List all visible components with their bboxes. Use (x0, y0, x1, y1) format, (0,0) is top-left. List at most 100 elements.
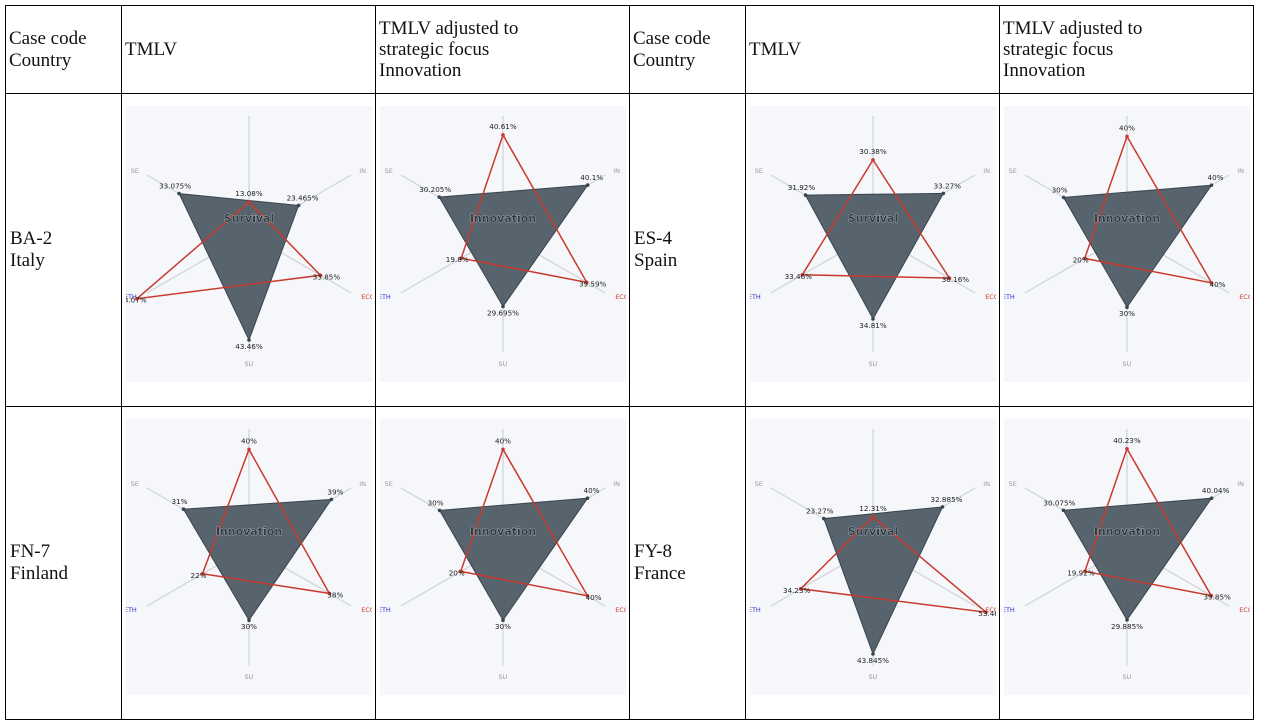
radar-axis-label: ECO (985, 293, 996, 301)
radar-point (247, 618, 251, 622)
radar-area-in-su-se (438, 497, 589, 622)
radar-axis-label: ETH (1004, 293, 1015, 301)
results-table: Case code Country TMLV TMLV adjusted to st… (5, 5, 1254, 720)
radar-value-label: 12.31% (859, 504, 887, 513)
radar-point (501, 618, 505, 622)
radar-outline-emo-eco-eth (1083, 134, 1213, 284)
radar-axis-label: IN (983, 167, 990, 175)
radar-point (941, 191, 946, 196)
radar-axis-label: ECO (615, 606, 626, 614)
radar-value-label: 30% (495, 622, 511, 631)
radar-point (822, 516, 826, 521)
radar-value-label: 22% (191, 571, 207, 580)
radar-value-label: 40% (584, 486, 600, 495)
radar-axis-label: IN (359, 167, 366, 175)
adjusted-cell: EMO IN ECO SU ETH SE Innovation 40.61% 40.1% 39.5… (375, 93, 630, 407)
radar-center-label: Survival (224, 212, 274, 225)
radar-axis-label: ETH (126, 293, 137, 301)
radar-chart: EMO IN ECO SU ETH SE Innovation 40% 39% 38% 30% 22%… (126, 419, 372, 681)
case-code: FN-7 (10, 541, 51, 562)
radar-chart: EMO IN ECO SU ETH SE Innovation 40% 40% 40% 30% 20%… (380, 419, 626, 681)
radar-axis-label: SU (499, 673, 508, 681)
radar-axis-label: SE (131, 167, 139, 175)
radar-center-label: Innovation (216, 525, 282, 538)
radar-value-label: 19.8% (446, 255, 469, 264)
radar-axis-label: ECO (985, 606, 996, 614)
radar-axis-label: ETH (750, 606, 761, 614)
header-line: TMLV adjusted to (379, 18, 519, 39)
radar-point (940, 505, 945, 509)
radar-axis-label: SU (869, 360, 878, 368)
radar-chart: EMO IN ECO SU ETH SE Survival 13.08% 23.465% 33.8… (126, 106, 372, 368)
radar-value-label: 38% (327, 590, 343, 599)
radar-area-in-su-se (804, 192, 945, 320)
radar-axis-label: SE (1009, 480, 1017, 488)
header-line: TMLV adjusted to (1003, 18, 1143, 39)
radar-axis-label: SU (499, 360, 508, 368)
radar-point (437, 195, 441, 199)
radar-axis-label: SE (385, 480, 393, 488)
radar-axis-label: EMO (1120, 419, 1135, 421)
radar-value-label: 20% (1073, 255, 1089, 264)
radar-value-label: 43.845% (857, 656, 889, 665)
case-code: FY-8 (634, 541, 673, 562)
radar-point (177, 191, 181, 196)
case-country: Spain (634, 250, 678, 271)
adjusted-cell: EMO IN ECO SU ETH SE Innovation 40% 40% 40% 30% 20%… (999, 93, 1254, 407)
radar-value-label: 40% (586, 593, 602, 602)
radar-axis-label: SE (755, 167, 763, 175)
tmlv-cell: EMO IN ECO SU ETH SE Survival 30.38% 33.27% 36.16… (745, 93, 1000, 407)
radar-axis-label: IN (613, 480, 620, 488)
radar-point (459, 256, 463, 260)
radar-axis-label: EMO (496, 106, 511, 108)
radar-axis-label: ETH (380, 293, 391, 301)
radar-axis-label: ETH (1004, 606, 1015, 614)
radar-value-label: 30% (1052, 185, 1068, 194)
adjusted-cell: EMO IN ECO SU ETH SE Innovation 40% 40% 40% 30% 20%… (375, 406, 630, 720)
header-line: TMLV (749, 38, 802, 60)
radar-point (871, 317, 875, 321)
radar-value-label: 30% (428, 498, 444, 507)
radar-center-label: Innovation (470, 525, 536, 538)
radar-value-label: 53.46% (978, 609, 996, 618)
radar-axis-label: IN (613, 167, 620, 175)
header-line: Innovation (379, 60, 462, 81)
radar-value-label: 40% (241, 436, 257, 445)
radar-axis-label: IN (1237, 167, 1244, 175)
radar-value-label: 40.61% (489, 122, 517, 131)
radar-point (871, 158, 875, 162)
radar-point (1082, 256, 1087, 261)
radar-axis-label: SU (1123, 673, 1132, 681)
radar-point (1209, 183, 1214, 187)
radar-area-in-su-se (1062, 497, 1213, 621)
radar-value-label: 33.075% (159, 182, 191, 191)
radar-value-label: 36.16% (942, 275, 970, 284)
radar-point (803, 193, 808, 197)
radar-value-label: 30.205% (419, 185, 451, 194)
radar-value-label: 40.04% (1202, 486, 1230, 495)
radar-point (1083, 569, 1087, 574)
radar-value-label: 29.885% (1111, 622, 1143, 631)
header-line: Country (9, 49, 72, 71)
radar-value-label: 33.46% (785, 272, 813, 281)
case-country: Italy (10, 250, 45, 271)
radar-point (327, 591, 332, 596)
radar-axis-label: IN (1237, 480, 1244, 488)
radar-axis-label: ETH (380, 606, 391, 614)
radar-value-label: 39.85% (1203, 593, 1231, 602)
radar-axis-label: SE (385, 167, 393, 175)
header-case-code-country: Case code Country (5, 5, 122, 94)
radar-value-label: 39% (327, 487, 343, 496)
radar-outline-emo-eco-eth (1083, 446, 1213, 597)
radar-area-in-su-se (823, 506, 944, 656)
radar-chart: EMO IN ECO SU ETH SE Innovation 40.61% 40.1% 39.5… (380, 106, 626, 368)
radar-value-label: 40% (495, 436, 511, 445)
radar-outline-emo-eco-eth (134, 201, 323, 300)
case-cell: BA-2 Italy (5, 93, 122, 407)
header-line: Country (633, 49, 696, 71)
table-header-row: Case code Country TMLV TMLV adjusted to st… (5, 5, 1254, 94)
radar-point (1125, 305, 1129, 309)
radar-value-label: 32.885% (931, 495, 963, 504)
radar-point (585, 594, 590, 598)
radar-area-in-su-se (1062, 184, 1213, 309)
